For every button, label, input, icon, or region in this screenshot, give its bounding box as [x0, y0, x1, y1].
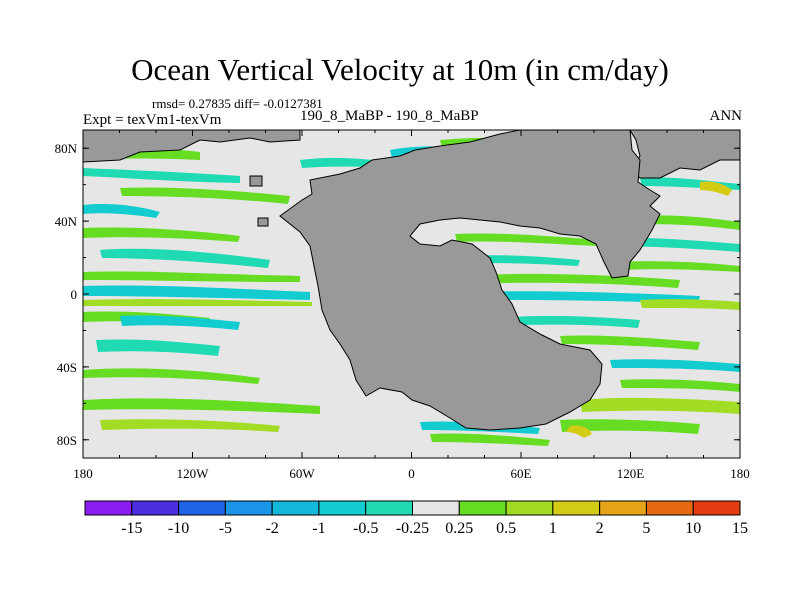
colorbar-box [131, 500, 180, 516]
land-small-island-2 [257, 217, 269, 227]
land-northeast [629, 130, 740, 179]
lon-tick-label: 180 [730, 466, 750, 481]
colorbar-box [84, 500, 133, 516]
colorbar-label: 10 [685, 520, 701, 537]
colorbar-label: 0.25 [445, 520, 473, 537]
colorbar-label: -1 [312, 520, 325, 537]
colorbar-box [458, 500, 507, 516]
colorbar-label: -10 [168, 520, 189, 537]
colorbar-boxes [84, 500, 741, 516]
colorbar-box [318, 500, 367, 516]
lon-tick-label: 60E [511, 466, 532, 481]
colorbar-box [505, 500, 554, 516]
lat-tick-label: 40S [57, 360, 77, 375]
land-masses [83, 130, 740, 431]
lon-tick-label: 120E [617, 466, 645, 481]
colorbar-box [271, 500, 320, 516]
colorbar-label: 5 [642, 520, 650, 537]
colorbar-label: -15 [121, 520, 142, 537]
colorbar-labels: -15 -10 -5 -2 -1 -0.5 -0.25 0.25 0.5 1 2 5 10 15 [121, 520, 748, 537]
colorbar-box [178, 500, 226, 516]
colorbar-label: 0.5 [496, 520, 516, 537]
colorbar-label: 2 [596, 520, 604, 537]
plot-title: Ocean Vertical Velocity at 10m (in cm/da… [131, 52, 669, 87]
season-label: ANN [709, 108, 743, 124]
lat-tick-label: 40N [55, 214, 78, 229]
axis-tick-marks [82, 130, 741, 458]
longitude-tick-labels: 180 120W 60W 0 60E 120E 180 [73, 466, 750, 481]
lon-tick-label: 120W [177, 466, 210, 481]
lon-tick-label: 60W [289, 466, 315, 481]
lat-tick-label: 80N [55, 141, 78, 156]
land-small-island [249, 175, 263, 187]
colorbar-box [224, 500, 273, 516]
colorbar-box [412, 500, 460, 516]
rmsd-diff-stats: rmsd= 0.27835 diff= -0.0127381 [152, 96, 323, 111]
lon-tick-label: 180 [73, 466, 93, 481]
experiment-label: Expt = texVm1-texVm [83, 112, 222, 128]
colorbar-label: -0.5 [353, 520, 378, 537]
colorbar-label: -2 [265, 520, 278, 537]
lon-tick-label: 0 [408, 466, 415, 481]
lat-tick-label: 0 [71, 287, 78, 302]
colorbar-box [692, 500, 741, 516]
colorbar-box [645, 500, 694, 516]
colorbar-box [599, 500, 647, 516]
latitude-tick-labels: 80N 40N 0 40S 80S [55, 141, 78, 448]
lat-tick-label: 80S [57, 433, 77, 448]
colorbar-label: -5 [219, 520, 232, 537]
main-continent [279, 130, 661, 431]
colorbar-box [552, 500, 601, 516]
colorbar-label: 15 [732, 520, 748, 537]
colorbar-label: -0.25 [396, 520, 429, 537]
case-label: 190_8_MaBP - 190_8_MaBP [300, 108, 479, 124]
colorbar-label: 1 [549, 520, 557, 537]
land-northwest [83, 130, 301, 163]
colorbar-box [365, 500, 414, 516]
